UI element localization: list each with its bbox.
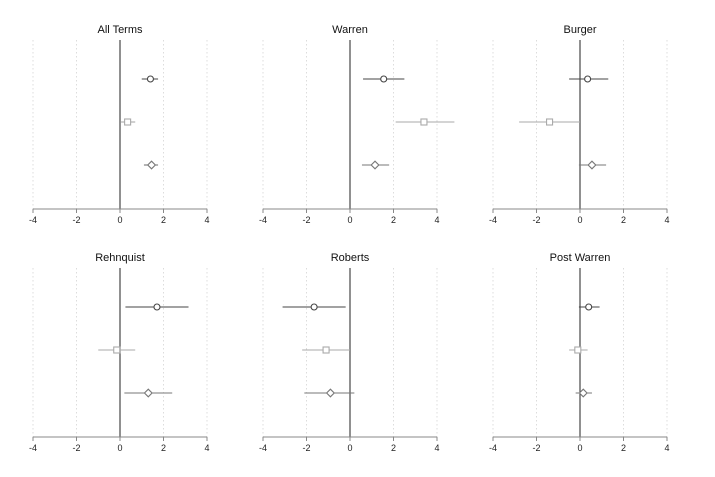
x-tick-label: 2 [391, 443, 396, 453]
point-estimate-circle [585, 303, 593, 311]
x-tick-label: 0 [117, 443, 122, 453]
panel-title: All Terms [97, 24, 143, 36]
panel-title: Rehnquist [95, 252, 145, 264]
point-estimate-circle [310, 303, 318, 311]
point-estimate-circle [153, 303, 161, 311]
x-tick-label: -4 [29, 443, 37, 453]
x-tick-label: -4 [29, 215, 37, 225]
point-estimate-diamond [143, 388, 153, 398]
panel-2: Burger -4 -2 0 2 4 [489, 24, 670, 225]
x-tick-label: 4 [434, 443, 439, 453]
point-estimate-circle [584, 75, 592, 83]
point-estimate-square [113, 346, 121, 354]
x-tick-label: -4 [259, 215, 267, 225]
point-estimate-square [420, 118, 428, 126]
x-tick-label: -4 [489, 215, 497, 225]
x-tick-label: 0 [577, 215, 582, 225]
x-tick-label: -2 [72, 215, 80, 225]
x-tick-label: 2 [161, 215, 166, 225]
point-estimate-square [322, 346, 330, 354]
x-tick-label: -2 [532, 215, 540, 225]
panel-5: Post Warren -4 -2 0 2 4 [489, 252, 670, 453]
x-tick-label: 0 [117, 215, 122, 225]
x-tick-label: 0 [347, 443, 352, 453]
point-estimate-square [124, 118, 132, 126]
panel-title: Roberts [331, 252, 370, 264]
x-tick-label: -2 [532, 443, 540, 453]
x-tick-label: 4 [204, 215, 209, 225]
point-estimate-diamond [587, 160, 597, 170]
panel-title: Post Warren [550, 252, 611, 264]
panel-title: Burger [563, 24, 596, 36]
x-tick-label: -4 [259, 443, 267, 453]
panel-0: All Terms -4 -2 0 2 4 [29, 24, 210, 225]
panel-1: Warren -4 -2 0 2 4 [259, 24, 455, 225]
x-tick-label: 2 [621, 215, 626, 225]
x-tick-label: -2 [72, 443, 80, 453]
point-estimate-circle [146, 75, 154, 83]
x-tick-label: 2 [621, 443, 626, 453]
x-tick-label: 0 [577, 443, 582, 453]
point-estimate-circle [380, 75, 388, 83]
point-estimate-diamond [325, 388, 336, 398]
x-tick-label: -2 [302, 443, 310, 453]
x-tick-label: -2 [302, 215, 310, 225]
point-estimate-square [545, 118, 554, 126]
point-estimate-diamond [146, 160, 157, 170]
panel-title: Warren [332, 24, 368, 36]
x-tick-label: 0 [347, 215, 352, 225]
x-tick-label: 4 [204, 443, 209, 453]
point-estimate-diamond [370, 160, 380, 170]
panel-4: Roberts -4 -2 0 2 4 [259, 252, 440, 453]
x-tick-label: 4 [664, 443, 669, 453]
x-tick-label: -4 [489, 443, 497, 453]
x-tick-label: 2 [391, 215, 396, 225]
point-estimate-square [574, 346, 582, 354]
point-estimate-diamond [578, 388, 588, 398]
x-tick-label: 4 [434, 215, 439, 225]
panel-3: Rehnquist -4 -2 0 2 4 [29, 252, 210, 453]
x-tick-label: 2 [161, 443, 166, 453]
x-tick-label: 4 [664, 215, 669, 225]
